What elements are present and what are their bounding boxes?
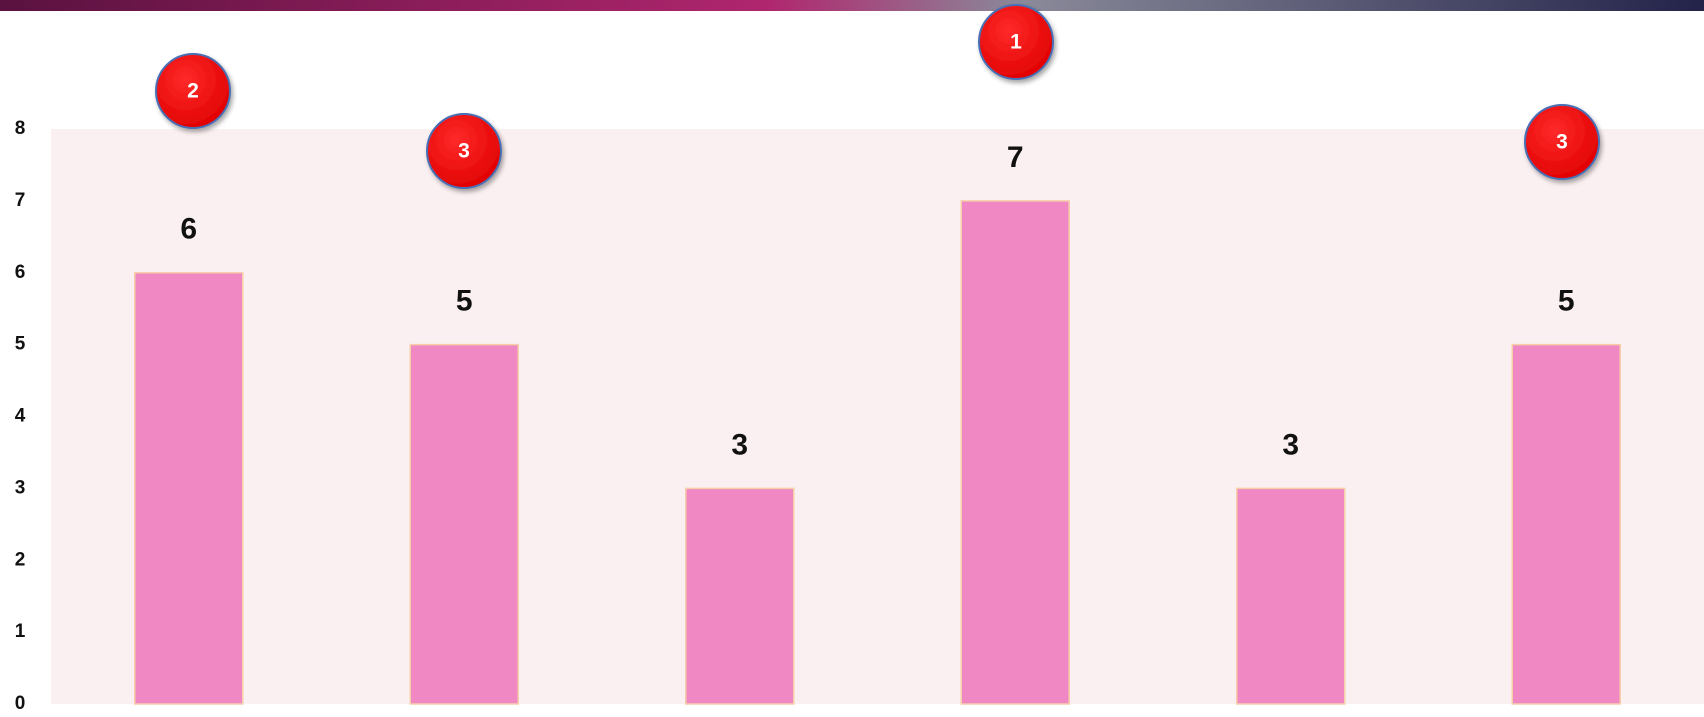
y-tick-label: 0 bbox=[15, 693, 26, 714]
bar bbox=[1236, 487, 1346, 705]
y-tick-label: 5 bbox=[15, 334, 26, 355]
value-label: 3 bbox=[1282, 428, 1299, 461]
bar bbox=[960, 200, 1070, 705]
badge-label: 2 bbox=[187, 80, 199, 103]
bar bbox=[685, 487, 795, 705]
value-label: 6 bbox=[180, 213, 197, 246]
y-tick-label: 3 bbox=[15, 477, 26, 498]
y-tick-label: 8 bbox=[15, 118, 26, 139]
badge bbox=[426, 113, 502, 189]
bar bbox=[1511, 343, 1621, 705]
badge-label: 3 bbox=[458, 140, 470, 163]
header-band bbox=[0, 0, 1704, 11]
bar bbox=[134, 272, 244, 705]
badge bbox=[1524, 104, 1600, 180]
badge bbox=[978, 4, 1054, 80]
badge bbox=[155, 53, 231, 129]
y-tick-label: 7 bbox=[15, 190, 26, 211]
value-label: 7 bbox=[1007, 141, 1024, 174]
y-tick-label: 4 bbox=[15, 406, 26, 427]
bar bbox=[409, 343, 519, 705]
y-tick-label: 6 bbox=[15, 262, 26, 283]
y-tick-label: 1 bbox=[15, 621, 26, 642]
value-label: 5 bbox=[1558, 285, 1575, 318]
value-label: 5 bbox=[456, 285, 473, 318]
badge-label: 3 bbox=[1556, 131, 1568, 154]
y-tick-label: 2 bbox=[15, 549, 26, 570]
badge-label: 1 bbox=[1010, 31, 1022, 54]
plot-area bbox=[51, 129, 1704, 704]
value-label: 3 bbox=[731, 428, 748, 461]
